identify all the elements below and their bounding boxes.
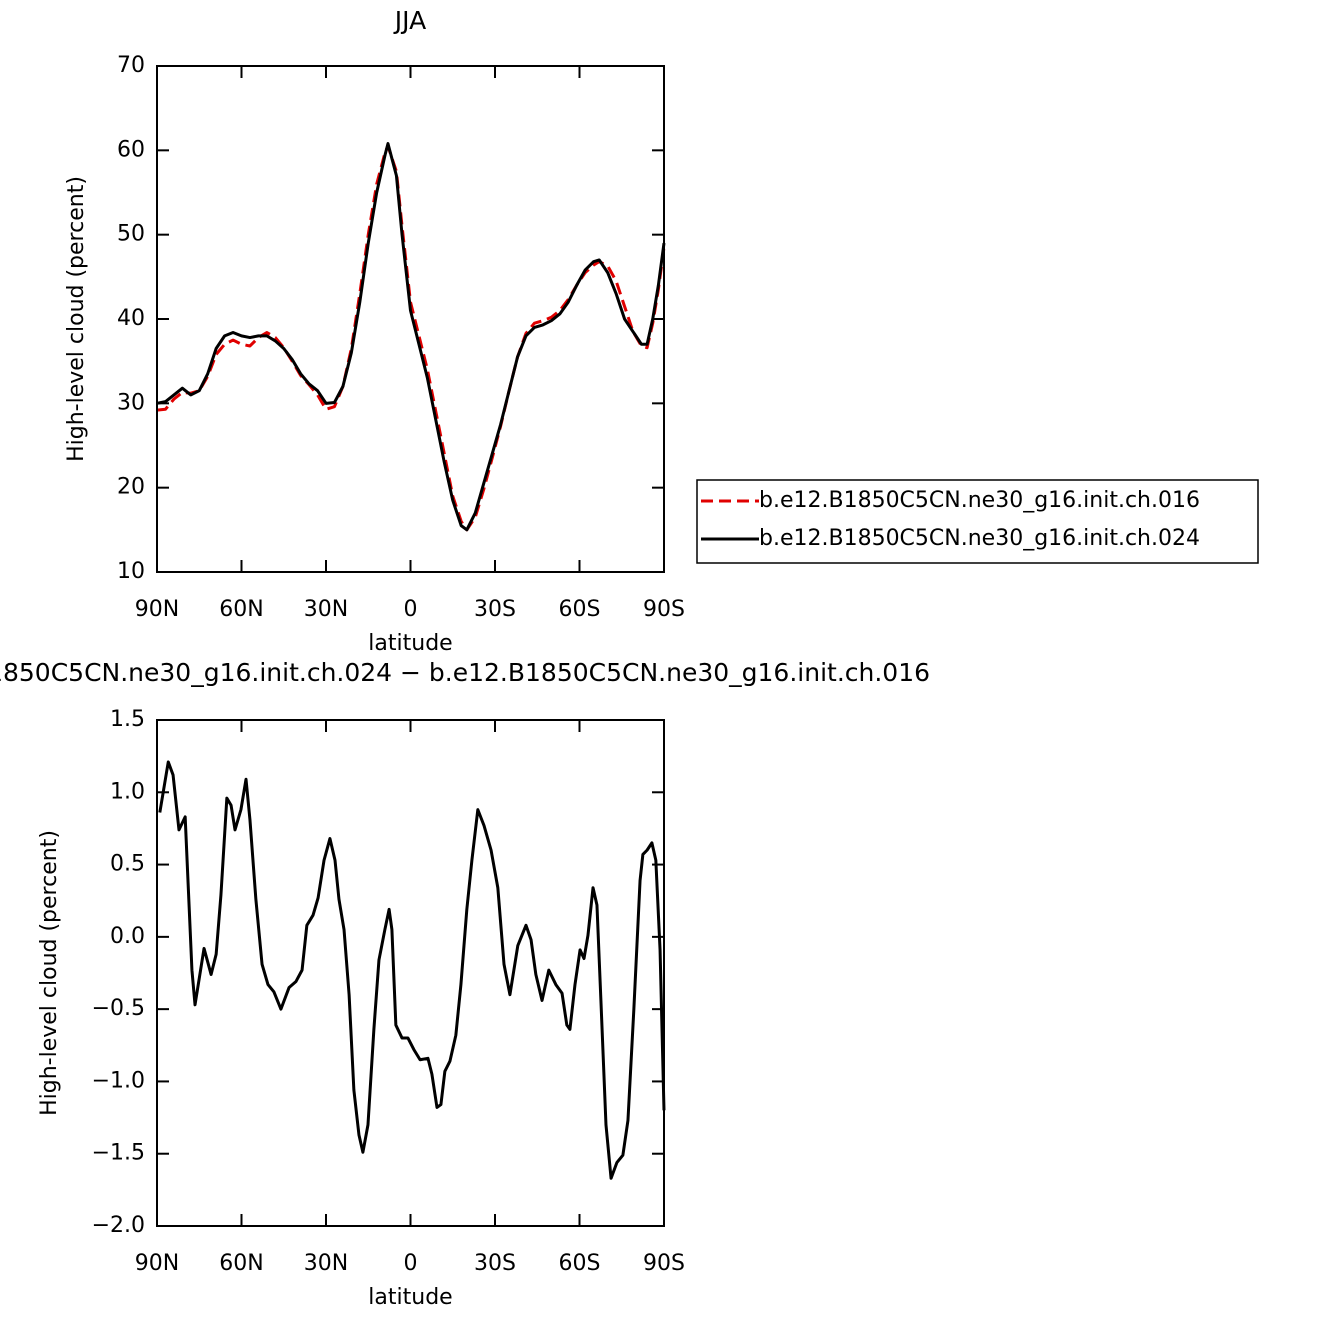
y-tick-label: 10 (117, 559, 145, 584)
x-tick-label: 90S (643, 1251, 685, 1276)
y-tick-label: 0.5 (110, 852, 145, 877)
x-tick-label: 30S (474, 597, 516, 622)
y-tick-label: 60 (117, 137, 145, 162)
y-tick-label: −2.0 (92, 1213, 145, 1238)
y-tick-label: 1.0 (110, 779, 145, 804)
x-tick-label: 60N (219, 1251, 263, 1276)
y-tick-label: −1.0 (92, 1068, 145, 1093)
y-tick-label: −0.5 (92, 996, 145, 1021)
chart-title: b.e12.B1850C5CN.ne30_g16.init.ch.024 − b… (0, 658, 930, 687)
y-tick-label: 70 (117, 53, 145, 78)
x-tick-label: 30S (474, 1251, 516, 1276)
chart-title: JJA (393, 6, 426, 35)
data-line (158, 760, 666, 1180)
x-axis-label: latitude (368, 1285, 452, 1310)
data-line (156, 144, 666, 532)
x-axis-label: latitude (368, 631, 452, 656)
plot-frame (156, 719, 665, 1227)
legend-label: b.e12.B1850C5CN.ne30_g16.init.ch.024 (759, 526, 1200, 551)
x-tick-label: 90N (135, 597, 179, 622)
data-line (156, 142, 666, 532)
x-tick-label: 30N (304, 597, 348, 622)
y-axis-label: High-level cloud (percent) (37, 830, 62, 1116)
x-tick-label: 60S (559, 597, 601, 622)
y-tick-label: 30 (117, 390, 145, 415)
y-tick-label: 40 (117, 306, 145, 331)
x-tick-label: 90S (643, 597, 685, 622)
x-tick-label: 30N (304, 1251, 348, 1276)
legend-box (696, 479, 1259, 564)
y-tick-label: 20 (117, 475, 145, 500)
plot-frame (156, 65, 665, 573)
y-tick-label: 0.0 (110, 924, 145, 949)
x-tick-label: 60N (219, 597, 263, 622)
y-tick-label: −1.5 (92, 1141, 145, 1166)
x-tick-label: 0 (404, 1251, 418, 1276)
x-tick-label: 0 (404, 597, 418, 622)
x-tick-label: 90N (135, 1251, 179, 1276)
y-tick-label: 50 (117, 222, 145, 247)
y-axis-label: High-level cloud (percent) (64, 176, 89, 462)
x-tick-label: 60S (559, 1251, 601, 1276)
y-tick-label: 1.5 (110, 707, 145, 732)
legend-label: b.e12.B1850C5CN.ne30_g16.init.ch.016 (759, 488, 1200, 513)
